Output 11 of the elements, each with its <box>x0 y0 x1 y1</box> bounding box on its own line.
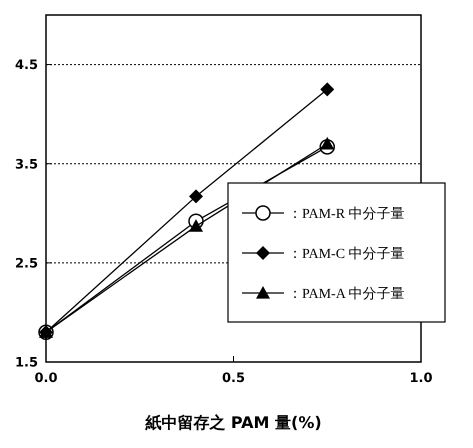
x-axis-title: 紙中留存之 PAM 量(%) <box>144 413 322 432</box>
x-tick-label: 0.0 <box>34 371 58 386</box>
x-tick-label: 0.5 <box>222 371 246 386</box>
y-tick-label: 4.5 <box>14 58 38 74</box>
legend-label: ：PAM-C 中分子量 <box>288 246 405 262</box>
legend-label: ：PAM-A 中分子量 <box>288 286 405 302</box>
y-tick-label: 3.5 <box>14 157 38 172</box>
x-tick-label: 1.0 <box>409 371 433 386</box>
y-tick-label: 2.5 <box>14 256 38 272</box>
legend-label: ：PAM-R 中分子量 <box>288 206 405 222</box>
y-tick-label: 1.5 <box>14 356 38 371</box>
